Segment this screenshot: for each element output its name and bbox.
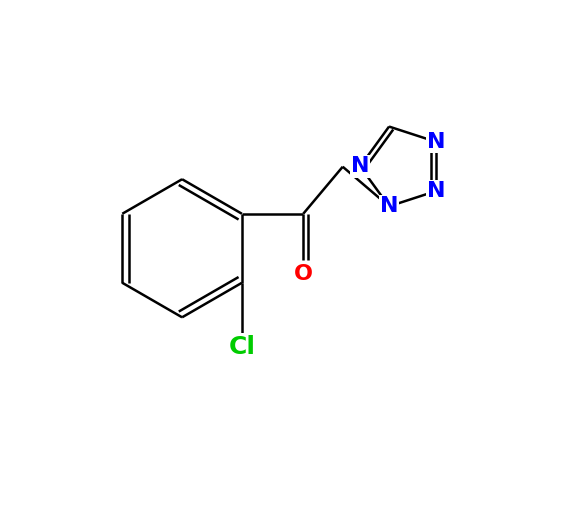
Text: N: N	[427, 181, 445, 201]
Text: N: N	[351, 157, 369, 176]
Text: Cl: Cl	[228, 334, 255, 359]
Text: N: N	[427, 132, 445, 152]
Text: N: N	[380, 196, 398, 216]
Text: O: O	[294, 264, 313, 284]
